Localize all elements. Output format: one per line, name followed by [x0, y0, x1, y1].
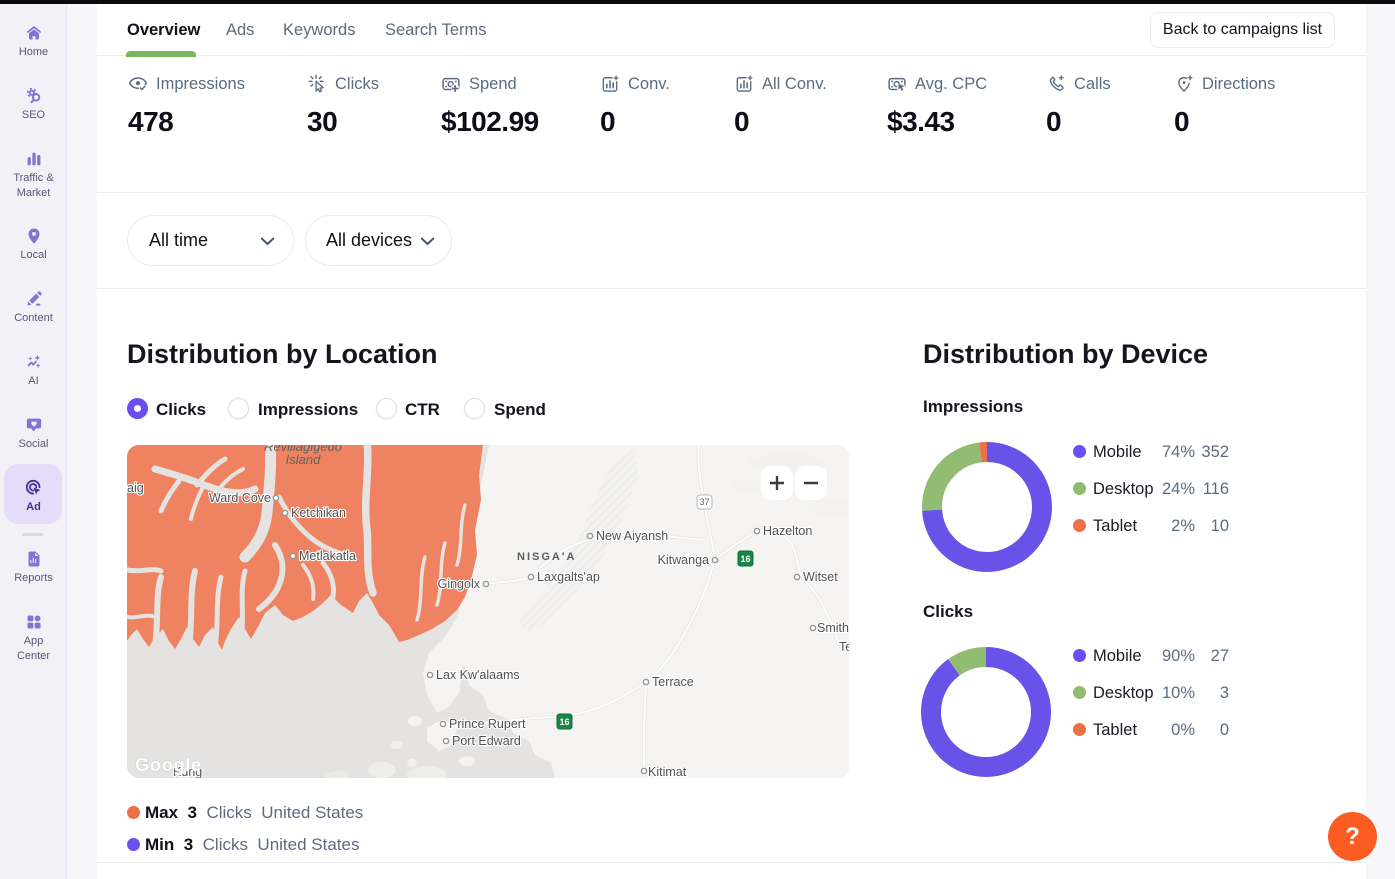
svg-text:aig: aig: [127, 481, 144, 495]
svg-text:New Aiyansh: New Aiyansh: [596, 529, 668, 543]
svg-text:Lax Kw'alaams: Lax Kw'alaams: [436, 668, 520, 682]
svg-text:Island: Island: [286, 452, 321, 467]
svg-text:NISGA'A: NISGA'A: [517, 551, 576, 563]
svg-text:Kitwanga: Kitwanga: [658, 553, 709, 567]
svg-text:16: 16: [559, 717, 569, 727]
svg-text:Kung: Kung: [173, 765, 202, 778]
svg-text:Revillagigedo: Revillagigedo: [264, 445, 342, 454]
svg-text:Kitimat: Kitimat: [648, 765, 687, 778]
svg-text:Smith: Smith: [817, 621, 849, 635]
svg-text:37: 37: [699, 497, 709, 507]
svg-text:Te: Te: [839, 640, 849, 654]
svg-text:Hazelton: Hazelton: [763, 524, 812, 538]
svg-text:Gingolx: Gingolx: [438, 577, 481, 591]
svg-text:Witset: Witset: [803, 570, 838, 584]
svg-text:Prince Rupert: Prince Rupert: [449, 717, 526, 731]
svg-text:Ketchikan: Ketchikan: [291, 506, 346, 520]
svg-text:Laxgalts'ap: Laxgalts'ap: [537, 570, 600, 584]
svg-text:Port Edward: Port Edward: [452, 734, 521, 748]
svg-text:16: 16: [740, 554, 750, 564]
svg-text:Metlakatla: Metlakatla: [299, 549, 356, 563]
svg-text:Ward Cove: Ward Cove: [209, 491, 271, 505]
svg-text:Terrace: Terrace: [652, 675, 694, 689]
svg-text:Google: Google: [135, 754, 202, 775]
